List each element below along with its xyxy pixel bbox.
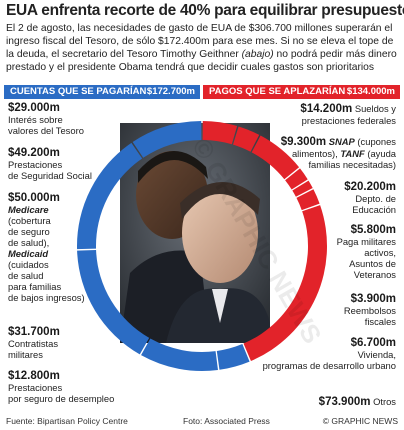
right-item-3-line-2: Educación (352, 204, 396, 215)
left-item-2-line-2: de Seguridad Social (8, 170, 92, 181)
right-item-2: $9.300m SNAP (cupones alimentos), TANF (… (281, 136, 396, 170)
intro-paragraph: El 2 de agosto, las necesidades de gasto… (6, 22, 398, 74)
page-title: EUA enfrenta recorte de 40% para equilib… (6, 2, 404, 19)
right-item-4-line-3: Asuntos de (349, 258, 396, 269)
right-item-4-line-4: Veteranos (353, 269, 396, 280)
right-item-5-line-1: Reembolsos (343, 305, 396, 316)
donut-segment-deferred (296, 189, 320, 211)
donut-segment-deferred (285, 168, 308, 190)
deferred-header-bar: PAGOS QUE SE APLAZARÍAN $134.000m (203, 85, 400, 99)
left-item-3-line-9: de bajos ingresos) (8, 292, 85, 303)
left-item-5-line-2: por seguro de desempleo (8, 393, 115, 404)
left-item-2: $49.200m Prestaciones de Seguridad Socia… (8, 147, 92, 181)
donut-segment-deferred (243, 205, 327, 362)
left-item-3-medicare: Medicare (8, 204, 49, 215)
right-item-2-value: $9.300m (280, 136, 327, 148)
right-item-4: $5.800m Paga militares activos, Asuntos … (336, 224, 396, 280)
left-item-3-value: $50.000m (8, 192, 60, 204)
left-item-3-line-7: de salud (8, 270, 44, 281)
right-item-2-snap: SNAP (328, 136, 355, 147)
right-item-2-tanf: TANF (340, 148, 365, 159)
right-item-6: $6.700m Vivienda, programas de desarroll… (262, 337, 396, 371)
left-item-3: $50.000m Medicare (cobertura de seguro d… (8, 192, 85, 303)
right-item-4-line-1: Paga militares (336, 236, 396, 247)
right-item-5-line-2: fiscales (364, 316, 396, 327)
footer-source: Fuente: Bipartisan Policy Centre (6, 416, 128, 426)
intro-text-2: no podrá pedir más dinero prestado y el … (6, 49, 397, 73)
right-item-1-line-1: Sueldos y (354, 103, 396, 114)
donut-segment-paid (141, 338, 218, 371)
footer-photo-credit: Foto: Associated Press (183, 416, 270, 426)
right-item-7-line-1: Otros (373, 396, 396, 407)
left-item-3-line-3: de seguro (8, 226, 50, 237)
footer-brand: © GRAPHIC NEWS (322, 416, 398, 426)
portrait-photo (120, 123, 270, 343)
left-item-4-line-2: militares (8, 349, 43, 360)
right-item-3-value: $20.200m (344, 181, 396, 193)
right-item-1-line-2: prestaciones federales (301, 115, 396, 126)
left-item-3-line-2: (cobertura (8, 215, 51, 226)
left-item-4-line-1: Contratistas (8, 338, 59, 349)
left-item-2-line-1: Prestaciones (8, 159, 63, 170)
spending-donut (77, 121, 327, 371)
donut-segment-deferred (233, 126, 260, 152)
donut-segment-paid (77, 142, 143, 250)
right-item-6-line-1: Vivienda, (357, 349, 396, 360)
donut-segment-paid (77, 249, 150, 355)
donut-segment-deferred (292, 180, 313, 197)
paid-header-bar: CUENTAS QUE SE PAGARÍAN $172.700m (4, 85, 200, 99)
left-item-4: $31.700m Contratistas militares (8, 326, 60, 360)
donut-segment-paid (216, 344, 250, 370)
left-item-3-medicaid: Medicaid (8, 248, 49, 259)
left-item-2-value: $49.200m (8, 147, 60, 159)
right-item-7: $73.900m Otros (319, 396, 396, 408)
left-item-1-value: $29.000m (8, 102, 60, 114)
right-item-4-value: $5.800m (350, 224, 396, 236)
right-item-7-value: $73.900m (318, 396, 371, 408)
right-item-3: $20.200m Depto. de Educación (344, 181, 396, 215)
right-item-5-value: $3.900m (350, 293, 396, 305)
right-item-3-line-1: Depto. de (355, 193, 396, 204)
right-item-2-line-2: alimentos), (291, 148, 338, 159)
right-item-6-line-2: programas de desarrollo urbano (262, 360, 396, 371)
right-item-6-value: $6.700m (350, 337, 396, 349)
deferred-header-amount: $134.000m (346, 86, 395, 97)
left-item-3-line-6: (cuidados (8, 259, 49, 270)
deferred-header-label: PAGOS QUE SE APLAZARÍAN (209, 86, 346, 97)
left-item-1: $29.000m Interés sobre valores del Tesor… (8, 102, 84, 136)
left-item-3-line-4: de salud), (8, 237, 50, 248)
left-item-5-line-1: Prestaciones (8, 382, 63, 393)
right-item-2-line-1: (cupones (357, 136, 396, 147)
paid-header-amount: $172.700m (146, 86, 195, 97)
left-item-3-line-8: para familias (8, 281, 62, 292)
left-item-5: $12.800m Prestaciones por seguro de dese… (8, 370, 115, 404)
donut-segment-paid (132, 121, 202, 158)
intro-text-1: El 2 de agosto, las necesidades de gasto… (6, 23, 394, 60)
right-item-1: $14.200m Sueldos y prestaciones federale… (300, 103, 396, 126)
left-item-1-line-1: Interés sobre (8, 114, 63, 125)
right-item-2-line-4: (ayuda (367, 148, 396, 159)
left-item-4-value: $31.700m (8, 326, 60, 338)
donut-segment-deferred (202, 121, 238, 145)
right-item-5: $3.900m Reembolsos fiscales (343, 293, 396, 327)
intro-abajo: (abajo) (241, 49, 274, 60)
right-item-4-line-2: activos, (364, 247, 396, 258)
right-item-2-line-5: familias necesitadas) (308, 159, 396, 170)
donut-segment-deferred (251, 135, 300, 180)
left-item-5-value: $12.800m (8, 370, 60, 382)
right-item-1-value: $14.200m (300, 103, 353, 115)
paid-header-label: CUENTAS QUE SE PAGARÍAN (10, 86, 147, 97)
left-item-1-line-2: valores del Tesoro (8, 125, 84, 136)
